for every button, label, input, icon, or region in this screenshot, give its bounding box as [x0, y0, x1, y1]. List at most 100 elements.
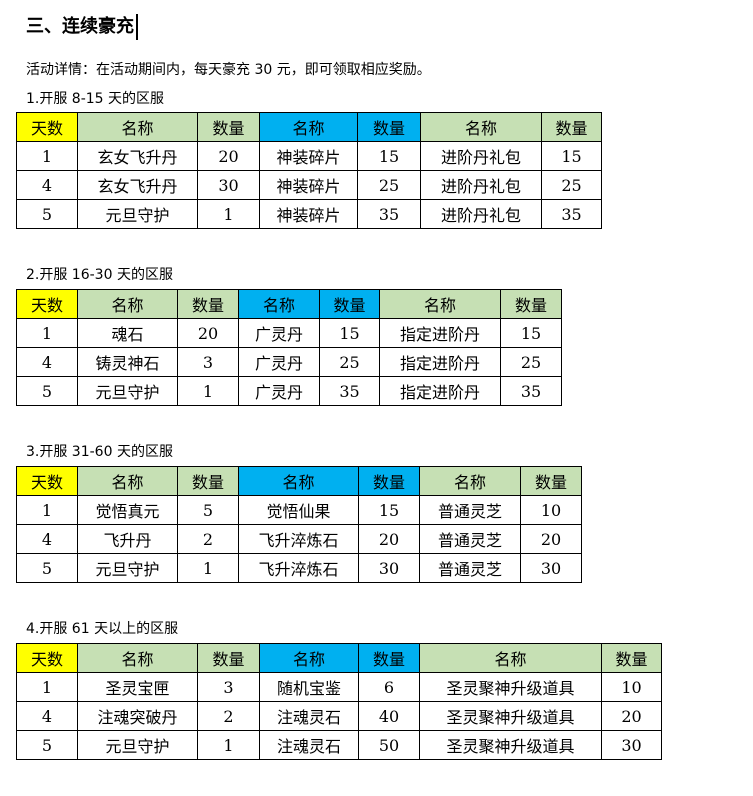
table-cell: 4: [16, 170, 78, 200]
table-cell: 广灵丹: [238, 318, 320, 348]
table-cell: 指定进阶丹: [379, 376, 501, 406]
table-cell: 元旦守护: [77, 553, 178, 583]
table-row: 5 元旦守护 1 飞升淬炼石 30 普通灵芝 30: [16, 553, 582, 583]
table-header-row: 天数 名称 数量 名称 数量 名称 数量: [16, 643, 662, 673]
table-cell: 1: [197, 199, 260, 229]
table-cell: 2: [177, 524, 239, 554]
table-cell: 3: [177, 347, 239, 377]
table-cell: 35: [500, 376, 562, 406]
table-cell: 35: [319, 376, 380, 406]
table-row: 1 玄女飞升丹 20 神装碎片 15 进阶丹礼包 15: [16, 141, 602, 171]
table-cell: 圣灵聚神升级道具: [419, 672, 602, 702]
table-cell: 15: [541, 141, 602, 171]
table-cell: 觉悟仙果: [238, 495, 359, 525]
section-title: 3.开服 31-60 天的区服: [26, 444, 173, 460]
table-cell: 40: [358, 701, 420, 731]
table-cell: 玄女飞升丹: [77, 141, 198, 171]
table-cell: 50: [358, 730, 420, 760]
table-cell: 15: [500, 318, 562, 348]
table-cell: 注魂灵石: [259, 730, 359, 760]
table-cell: 20: [177, 318, 239, 348]
column-header: 名称: [77, 643, 198, 673]
table-cell: 4: [16, 347, 78, 377]
column-header: 数量: [357, 112, 421, 142]
table-cell: 圣灵宝匣: [77, 672, 198, 702]
table-cell: 30: [358, 553, 420, 583]
column-header: 名称: [379, 289, 501, 319]
table-cell: 注魂灵石: [259, 701, 359, 731]
table-cell: 神装碎片: [259, 141, 358, 171]
table-cell: 20: [520, 524, 582, 554]
table-cell: 广灵丹: [238, 376, 320, 406]
table-cell: 25: [500, 347, 562, 377]
table-cell: 15: [319, 318, 380, 348]
column-header: 数量: [601, 643, 662, 673]
table-cell: 玄女飞升丹: [77, 170, 198, 200]
column-header: 数量: [197, 112, 260, 142]
table-cell: 进阶丹礼包: [420, 199, 542, 229]
table-row: 5 元旦守护 1 注魂灵石 50 圣灵聚神升级道具 30: [16, 730, 662, 760]
column-header: 名称: [419, 466, 521, 496]
table-cell: 1: [16, 495, 78, 525]
table-cell: 10: [520, 495, 582, 525]
table-cell: 2: [197, 701, 260, 731]
table-cell: 魂石: [77, 318, 178, 348]
table-header-row: 天数 名称 数量 名称 数量 名称 数量: [16, 289, 562, 319]
table-cell: 1: [177, 376, 239, 406]
column-header: 名称: [238, 466, 359, 496]
table-cell: 圣灵聚神升级道具: [419, 730, 602, 760]
column-header: 名称: [238, 289, 320, 319]
table-cell: 飞升淬炼石: [238, 553, 359, 583]
section-title: 2.开服 16-30 天的区服: [26, 267, 173, 283]
table-cell: 5: [16, 730, 78, 760]
table-cell: 25: [357, 170, 421, 200]
table-cell: 觉悟真元: [77, 495, 178, 525]
column-header: 名称: [77, 466, 178, 496]
table-row: 1 圣灵宝匣 3 随机宝鉴 6 圣灵聚神升级道具 10: [16, 672, 662, 702]
table-cell: 指定进阶丹: [379, 318, 501, 348]
table-cell: 20: [197, 141, 260, 171]
column-header: 数量: [197, 643, 260, 673]
table-cell: 35: [357, 199, 421, 229]
reward-table: 天数 名称 数量 名称 数量 名称 数量 1 圣灵宝匣 3 随机宝鉴 6 圣灵聚神升级道具 10 4 注魂突破…: [16, 643, 662, 760]
column-header: 天数: [16, 112, 78, 142]
table-cell: 1: [177, 553, 239, 583]
table-row: 4 注魂突破丹 2 注魂灵石 40 圣灵聚神升级道具 20: [16, 701, 662, 731]
column-header: 数量: [319, 289, 380, 319]
table-cell: 30: [601, 730, 662, 760]
table-cell: 20: [601, 701, 662, 731]
page-heading: 三、连续豪充: [26, 14, 138, 40]
table-cell: 普通灵芝: [419, 553, 521, 583]
table-cell: 30: [520, 553, 582, 583]
table-cell: 1: [197, 730, 260, 760]
column-header: 名称: [259, 643, 359, 673]
table-cell: 进阶丹礼包: [420, 170, 542, 200]
table-cell: 4: [16, 701, 78, 731]
table-cell: 3: [197, 672, 260, 702]
table-row: 4 铸灵神石 3 广灵丹 25 指定进阶丹 25: [16, 347, 562, 377]
table-cell: 35: [541, 199, 602, 229]
table-cell: 飞升丹: [77, 524, 178, 554]
activity-details: 活动详情：在活动期间内，每天豪充 30 元，即可领取相应奖励。: [26, 62, 431, 78]
reward-table: 天数 名称 数量 名称 数量 名称 数量 1 觉悟真元 5 觉悟仙果 15 普通灵芝 10 4 飞升丹 2 飞升淬…: [16, 466, 582, 583]
table-cell: 5: [16, 553, 78, 583]
table-row: 5 元旦守护 1 广灵丹 35 指定进阶丹 35: [16, 376, 562, 406]
column-header: 天数: [16, 289, 78, 319]
column-header: 名称: [77, 112, 198, 142]
table-cell: 元旦守护: [77, 199, 198, 229]
table-cell: 1: [16, 141, 78, 171]
column-header: 数量: [500, 289, 562, 319]
reward-table: 天数 名称 数量 名称 数量 名称 数量 1 魂石 20 广灵丹 15 指定进阶丹 15 4 铸灵神石 3 广灵丹…: [16, 289, 562, 406]
column-header: 名称: [419, 643, 602, 673]
table-row: 4 飞升丹 2 飞升淬炼石 20 普通灵芝 20: [16, 524, 582, 554]
table-cell: 元旦守护: [77, 376, 178, 406]
table-cell: 5: [177, 495, 239, 525]
table-row: 1 觉悟真元 5 觉悟仙果 15 普通灵芝 10: [16, 495, 582, 525]
table-cell: 指定进阶丹: [379, 347, 501, 377]
section-title: 4.开服 61 天以上的区服: [26, 621, 179, 637]
column-header: 名称: [420, 112, 542, 142]
section-title: 1.开服 8-15 天的区服: [26, 91, 165, 107]
table-cell: 元旦守护: [77, 730, 198, 760]
table-cell: 10: [601, 672, 662, 702]
table-cell: 25: [319, 347, 380, 377]
